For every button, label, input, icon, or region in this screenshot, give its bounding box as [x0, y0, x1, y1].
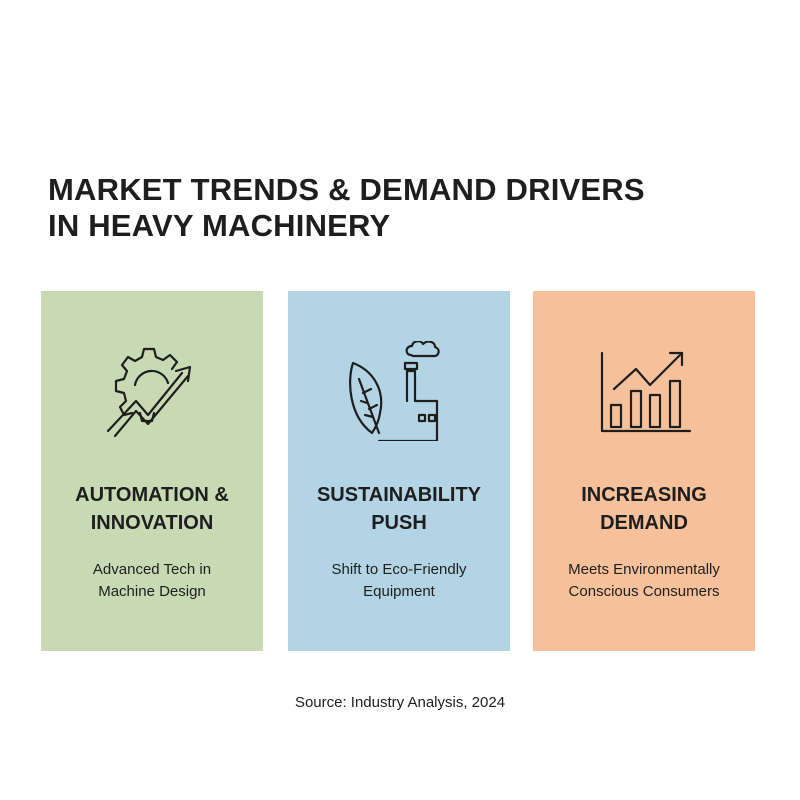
card-description: Meets Environmentally Conscious Consumers: [568, 561, 720, 600]
card-heading: INCREASING DEMAND: [581, 484, 707, 534]
card-description: Shift to Eco-Friendly Equipment: [331, 561, 467, 600]
title-line-2: IN HEAVY MACHINERY: [48, 208, 391, 243]
card-demand: INCREASING DEMAND Meets Environmentally Co…: [533, 291, 755, 651]
bar-chart-growth-icon: [600, 351, 692, 433]
gear-arrow-icon: [106, 347, 192, 438]
card-automation: AUTOMATION & INNOVATION Advanced Tech in M…: [41, 291, 263, 651]
leaf-factory-icon: [349, 341, 440, 441]
title-line-1: MARKET TRENDS & DEMAND DRIVERS: [48, 172, 645, 207]
page-title: MARKET TRENDS & DEMAND DRIVERS IN HEAVY …: [48, 172, 645, 244]
card-heading: SUSTAINABILITY PUSH: [316, 484, 482, 534]
card-heading: AUTOMATION & INNOVATION: [75, 484, 229, 534]
card-sustainability: SUSTAINABILITY PUSH Shift to Eco-Friendly…: [288, 291, 510, 651]
source-note: Source: Industry Analysis, 2024: [294, 694, 506, 711]
card-description: Advanced Tech in Machine Design: [92, 561, 212, 600]
